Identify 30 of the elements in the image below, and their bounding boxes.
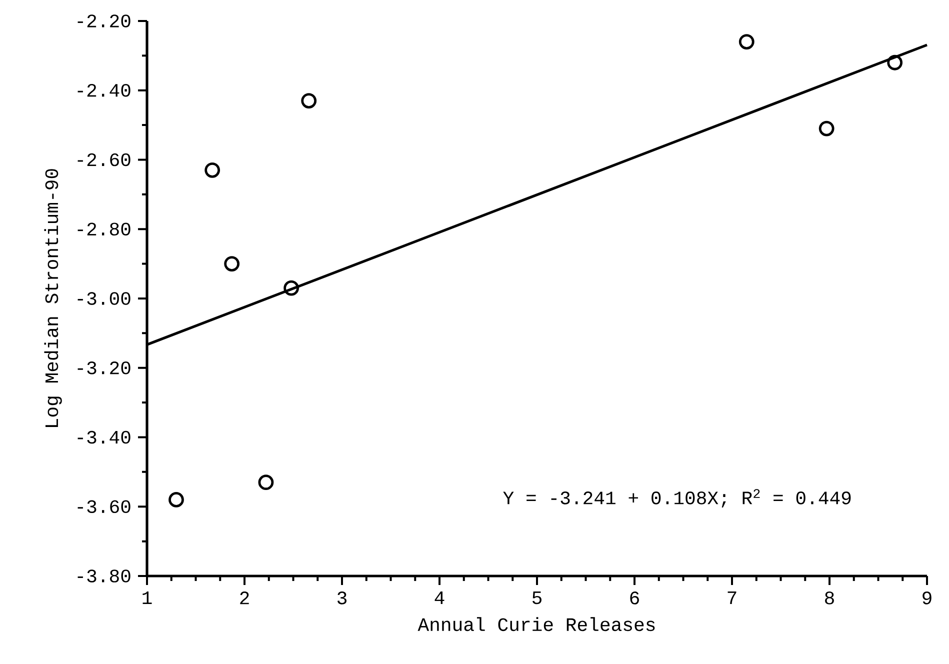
y-tick-label: -3.40 bbox=[78, 430, 130, 444]
y-tick-label: -3.20 bbox=[78, 361, 130, 374]
x-tick-label: 4 bbox=[434, 592, 444, 604]
x-tick-label: 9 bbox=[922, 592, 932, 604]
point bbox=[258, 474, 274, 490]
annotation: Y = -3.241 + 0.108X; R$^{2}$ = 0.449 bbox=[503, 489, 851, 508]
x-tick-label: 8 bbox=[825, 592, 834, 604]
x-tick-label: 7 bbox=[728, 592, 736, 604]
x-tick-label: 6 bbox=[630, 592, 639, 604]
y-tick-label: -3.60 bbox=[78, 500, 130, 514]
point bbox=[887, 54, 903, 70]
x-tick-label: 5 bbox=[532, 592, 542, 604]
y-tick-label: -3.00 bbox=[78, 292, 130, 305]
x-axis-title: Annual Curie Releases bbox=[418, 617, 655, 632]
y-tick-label: -2.20 bbox=[78, 14, 130, 28]
point bbox=[168, 492, 184, 508]
point bbox=[284, 280, 299, 296]
point bbox=[818, 120, 834, 136]
x-tick-label: 2 bbox=[240, 592, 249, 604]
x-tick-label: 1 bbox=[142, 592, 152, 604]
point bbox=[738, 34, 754, 50]
y-tick-label: -2.60 bbox=[78, 153, 130, 166]
y-tick-label: -2.40 bbox=[78, 84, 130, 97]
x-tick-label: 3 bbox=[338, 592, 346, 604]
y-axis-title: Log Median Strontium-90 bbox=[44, 169, 62, 427]
point bbox=[204, 162, 220, 178]
y-tick-label: -2.80 bbox=[78, 222, 130, 236]
point bbox=[301, 93, 317, 108]
point bbox=[224, 256, 240, 272]
y-tick-label: -3.80 bbox=[78, 570, 130, 582]
